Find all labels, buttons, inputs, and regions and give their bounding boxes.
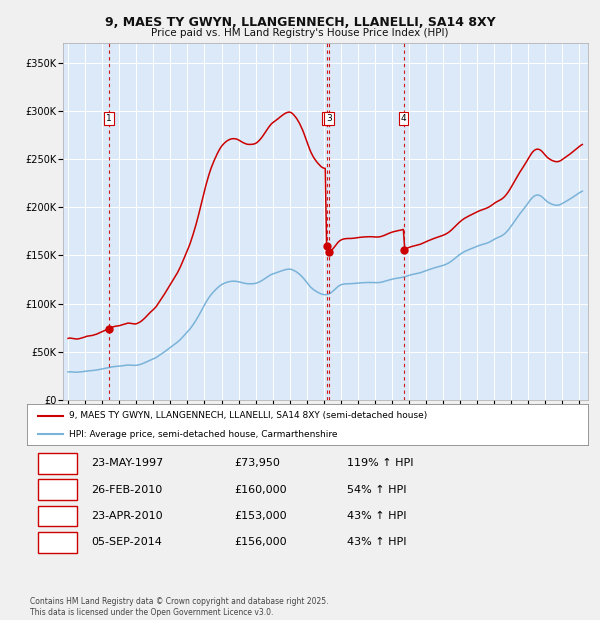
Text: 43% ↑ HPI: 43% ↑ HPI [347, 538, 406, 547]
Text: 23-MAY-1997: 23-MAY-1997 [92, 458, 164, 468]
FancyBboxPatch shape [38, 453, 77, 474]
Text: 2: 2 [324, 114, 329, 123]
Text: 1: 1 [106, 114, 112, 123]
Text: 4: 4 [54, 538, 61, 547]
Text: HPI: Average price, semi-detached house, Carmarthenshire: HPI: Average price, semi-detached house,… [69, 430, 338, 439]
Text: 9, MAES TY GWYN, LLANGENNECH, LLANELLI, SA14 8XY: 9, MAES TY GWYN, LLANGENNECH, LLANELLI, … [104, 16, 496, 29]
Text: 9, MAES TY GWYN, LLANGENNECH, LLANELLI, SA14 8XY (semi-detached house): 9, MAES TY GWYN, LLANGENNECH, LLANELLI, … [69, 411, 427, 420]
Text: Price paid vs. HM Land Registry's House Price Index (HPI): Price paid vs. HM Land Registry's House … [151, 28, 449, 38]
Text: 3: 3 [326, 114, 332, 123]
Text: £73,950: £73,950 [235, 458, 280, 468]
Text: 1: 1 [55, 458, 61, 468]
Text: 3: 3 [55, 511, 61, 521]
Text: 23-APR-2010: 23-APR-2010 [92, 511, 163, 521]
Text: 43% ↑ HPI: 43% ↑ HPI [347, 511, 406, 521]
Text: £153,000: £153,000 [235, 511, 287, 521]
Text: 54% ↑ HPI: 54% ↑ HPI [347, 485, 406, 495]
FancyBboxPatch shape [38, 479, 77, 500]
Text: 4: 4 [401, 114, 406, 123]
FancyBboxPatch shape [38, 532, 77, 553]
Text: £160,000: £160,000 [235, 485, 287, 495]
Text: 119% ↑ HPI: 119% ↑ HPI [347, 458, 413, 468]
Text: 05-SEP-2014: 05-SEP-2014 [92, 538, 163, 547]
Text: Contains HM Land Registry data © Crown copyright and database right 2025.
This d: Contains HM Land Registry data © Crown c… [30, 598, 329, 617]
Text: £156,000: £156,000 [235, 538, 287, 547]
FancyBboxPatch shape [38, 506, 77, 526]
Text: 26-FEB-2010: 26-FEB-2010 [92, 485, 163, 495]
Text: 2: 2 [54, 485, 61, 495]
